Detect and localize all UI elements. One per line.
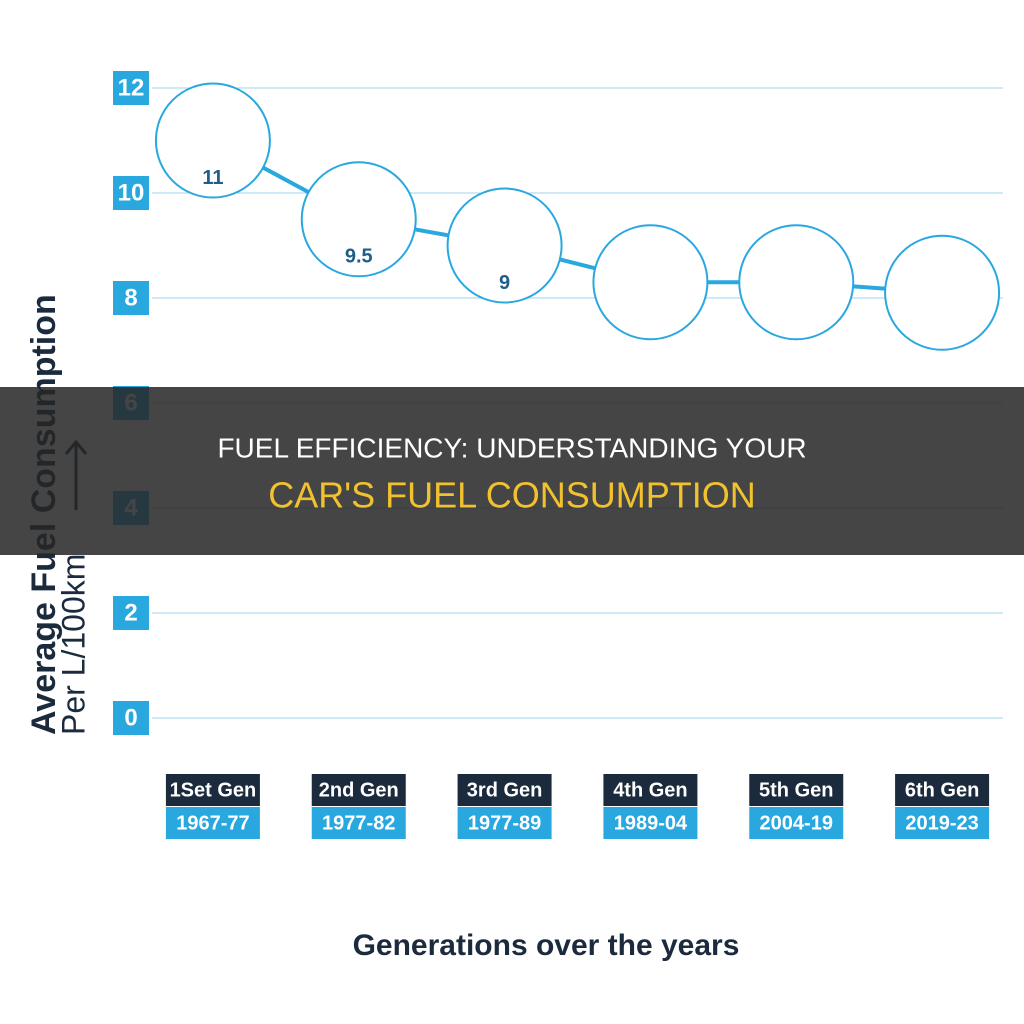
- category-years-box: [457, 807, 552, 839]
- category-box: [165, 774, 260, 806]
- data-point: [446, 187, 563, 304]
- data-label: 9: [499, 272, 510, 294]
- x-tick-label: 3rd Gen: [467, 779, 543, 801]
- banner-line1: FUEL EFFICIENCY: UNDERSTANDING YOUR: [217, 432, 806, 463]
- x-axis-label: Generations over the years: [353, 929, 740, 962]
- x-tick-sublabel: 1989-04: [614, 812, 688, 834]
- category-years-box: [749, 807, 844, 839]
- y-tick-label: 10: [118, 179, 145, 206]
- category-box: [603, 774, 698, 806]
- data-point: [738, 224, 855, 341]
- y-tick-box: [113, 71, 149, 105]
- banner: [0, 387, 1024, 555]
- category-years-box: [165, 807, 260, 839]
- x-tick-sublabel: 2019-23: [905, 812, 978, 834]
- x-tick-sublabel: 2004-19: [760, 812, 833, 834]
- banner-line2: CAR'S FUEL CONSUMPTION: [268, 475, 756, 516]
- y-axis-unit: Per L/100km: [55, 554, 91, 735]
- x-tick-label: 5th Gen: [759, 779, 833, 801]
- data-point: [300, 161, 417, 278]
- category-years-box: [603, 807, 698, 839]
- y-tick-box: [113, 596, 149, 630]
- x-tick-sublabel: 1977-82: [322, 812, 395, 834]
- x-tick-sublabel: 1967-77: [176, 812, 249, 834]
- y-tick-box: [113, 281, 149, 315]
- x-tick-sublabel: 1977-89: [468, 812, 541, 834]
- category-box: [749, 774, 844, 806]
- x-tick-label: 2nd Gen: [319, 779, 399, 801]
- category-box: [311, 774, 406, 806]
- y-tick-box: [113, 701, 149, 735]
- y-tick-label: 0: [124, 704, 137, 731]
- y-tick-label: 12: [118, 74, 145, 101]
- category-years-box: [895, 807, 990, 839]
- category-box: [895, 774, 990, 806]
- y-tick-box: [113, 176, 149, 210]
- y-tick-label: 2: [124, 599, 137, 626]
- x-tick-label: 4th Gen: [613, 779, 687, 801]
- category-years-box: [311, 807, 406, 839]
- data-point: [592, 224, 709, 341]
- data-label: 11: [202, 167, 223, 189]
- x-tick-label: 6th Gen: [905, 779, 979, 801]
- data-point: [154, 82, 271, 199]
- category-box: [457, 774, 552, 806]
- data-label: 9.5: [345, 246, 373, 268]
- y-tick-label: 8: [124, 284, 137, 311]
- x-tick-label: 1Set Gen: [170, 779, 257, 801]
- data-point: [884, 234, 1001, 351]
